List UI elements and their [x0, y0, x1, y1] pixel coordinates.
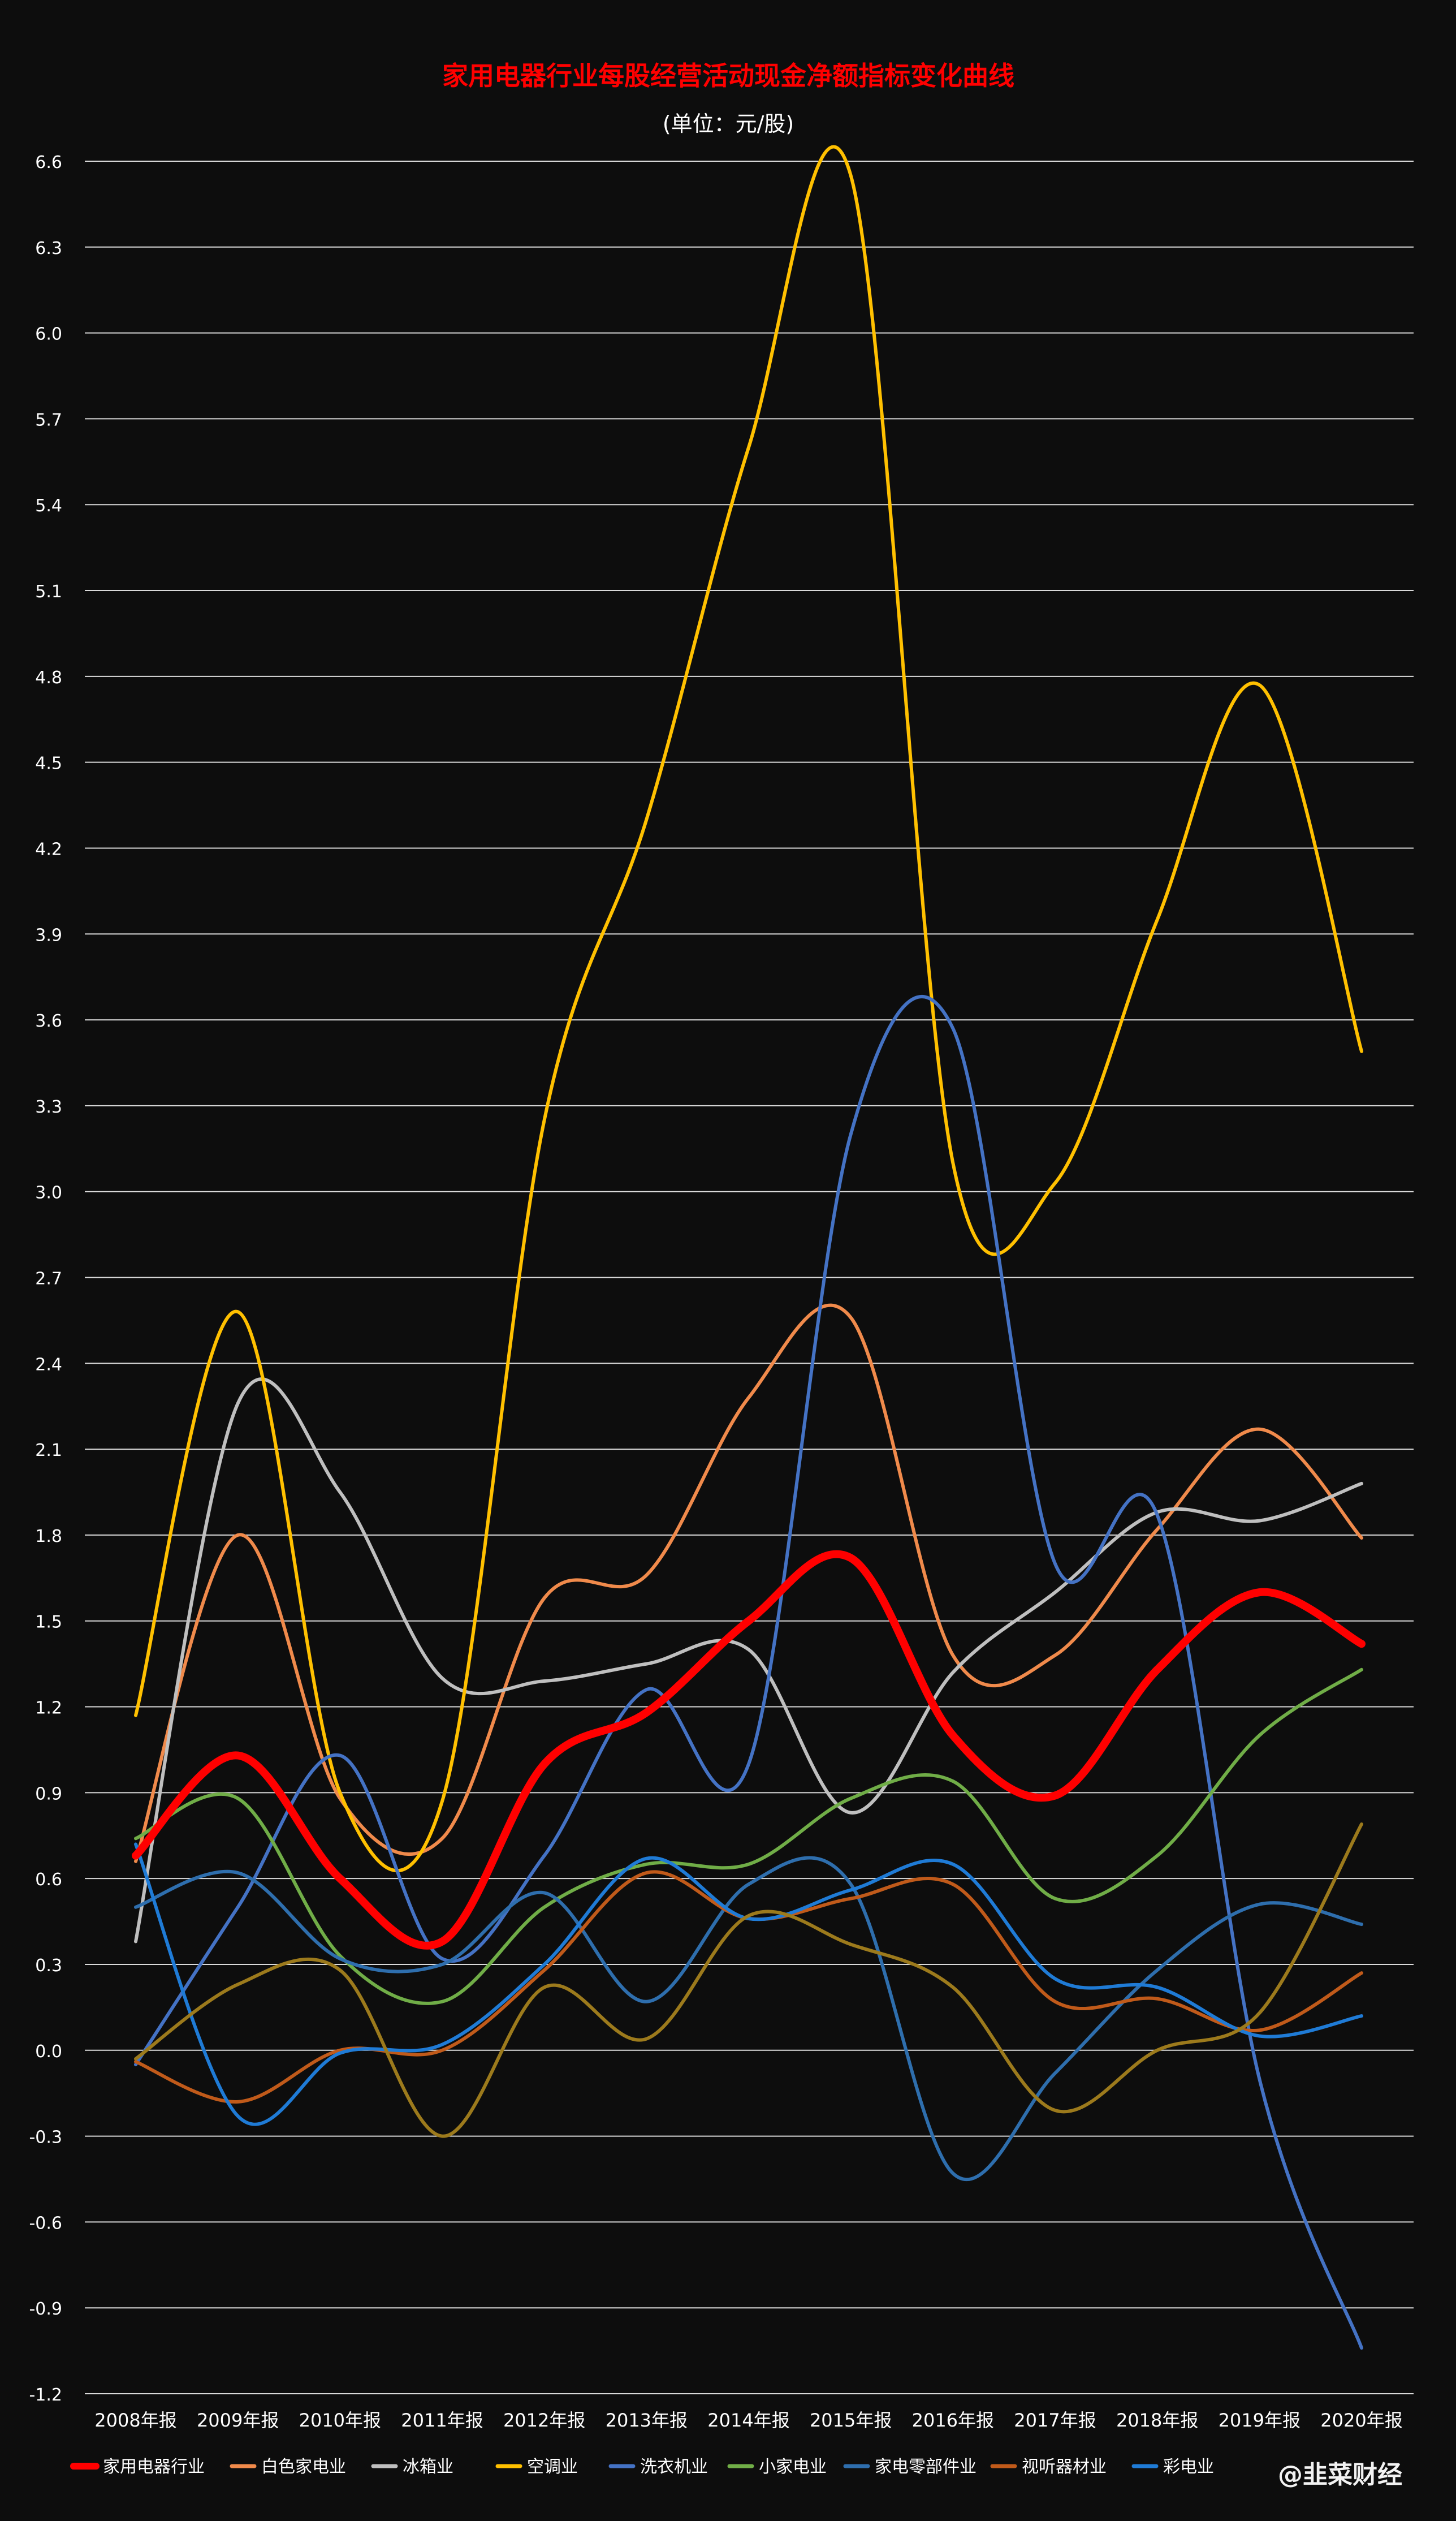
series-line-9	[134, 1822, 1363, 2138]
y-tick-label: 5.4	[35, 496, 62, 516]
y-tick-label: 3.9	[35, 925, 62, 945]
chart-subtitle: (单位：元/股)	[663, 111, 794, 136]
y-tick-label: -0.9	[29, 2299, 62, 2319]
legend-label: 洗衣机业	[640, 2457, 708, 2477]
y-tick-label: 5.7	[35, 410, 62, 430]
y-tick-label: -0.6	[29, 2213, 62, 2233]
series-line-1	[134, 1303, 1363, 1863]
x-tick-label: 2011年报	[401, 2410, 483, 2431]
x-tick-label: 2010年报	[299, 2410, 381, 2431]
legend-label: 空调业	[527, 2457, 578, 2477]
x-tick-label: 2014年报	[707, 2410, 789, 2431]
series-line-8	[134, 1842, 1363, 2126]
x-tick-label: 2020年报	[1320, 2410, 1402, 2431]
x-tick-label: 2019年报	[1219, 2410, 1301, 2431]
y-tick-label: -1.2	[29, 2385, 62, 2405]
legend-label: 家用电器行业	[103, 2457, 205, 2477]
y-tick-label: 0.0	[35, 2042, 62, 2062]
y-tick-label: 6.0	[35, 325, 62, 344]
chart-title: 家用电器行业每股经营活动现金净额指标变化曲线	[442, 61, 1014, 91]
x-tick-label: 2012年报	[503, 2410, 585, 2431]
y-tick-label: 3.6	[35, 1011, 62, 1031]
series-line-5	[134, 1667, 1363, 2005]
grid-lines	[85, 161, 1414, 2394]
legend-label: 家电零部件业	[875, 2457, 977, 2477]
x-tick-label: 2015年报	[810, 2410, 892, 2431]
y-tick-label: 0.9	[35, 1784, 62, 1804]
legend-label: 小家电业	[759, 2457, 827, 2477]
y-tick-label: 0.6	[35, 1870, 62, 1890]
y-tick-label: 6.3	[35, 239, 62, 258]
y-tick-label: 2.1	[35, 1441, 62, 1460]
y-tick-label: 1.2	[35, 1699, 62, 1718]
y-tick-label: 3.0	[35, 1183, 62, 1203]
series-line-6	[134, 1856, 1363, 2181]
y-tick-label: 6.6	[35, 153, 62, 173]
legend-label: 白色家电业	[261, 2457, 346, 2477]
y-tick-label: 0.3	[35, 1956, 62, 1976]
y-tick-label: 2.7	[35, 1269, 62, 1289]
series-line-3	[134, 145, 1363, 1873]
y-tick-label: 5.1	[35, 582, 62, 602]
y-tick-label: 1.8	[35, 1527, 62, 1546]
series-lines	[132, 145, 1366, 2350]
legend: 家用电器行业 白色家电业 冰箱业 空调业 洗衣机业 小家电业 家电零部件业 视听器材业 彩电业	[70, 2457, 1214, 2477]
y-tick-label: 4.8	[35, 668, 62, 688]
y-tick-label: -0.3	[29, 2128, 62, 2148]
y-axis-ticks: 6.6 6.3 6.0 5.7 5.4 5.1 4.8 4.5 4.2 3.9 3.6 3.3 3.0 2…	[29, 153, 62, 2405]
y-tick-label: 4.2	[35, 839, 62, 859]
y-tick-label: 2.4	[35, 1355, 62, 1374]
series-line-4	[134, 995, 1363, 2350]
x-axis-ticks: 2008年报 2009年报 2010年报 2011年报 2012年报 2013年报 2014…	[94, 2410, 1402, 2431]
x-tick-label: 2013年报	[606, 2410, 688, 2431]
y-tick-label: 3.3	[35, 1097, 62, 1117]
x-tick-label: 2018年报	[1116, 2410, 1198, 2431]
y-tick-label: 4.5	[35, 754, 62, 774]
legend-label: 彩电业	[1163, 2457, 1214, 2477]
y-tick-label: 1.5	[35, 1613, 62, 1632]
watermark-text: @韭菜财经	[1278, 2460, 1402, 2489]
x-tick-label: 2016年报	[912, 2410, 994, 2431]
series-line-0	[132, 1550, 1366, 1950]
legend-label: 冰箱业	[403, 2457, 453, 2477]
x-tick-label: 2009年报	[197, 2410, 279, 2431]
legend-label: 视听器材业	[1022, 2457, 1107, 2477]
x-tick-label: 2017年报	[1014, 2410, 1096, 2431]
x-tick-label: 2008年报	[94, 2410, 176, 2431]
